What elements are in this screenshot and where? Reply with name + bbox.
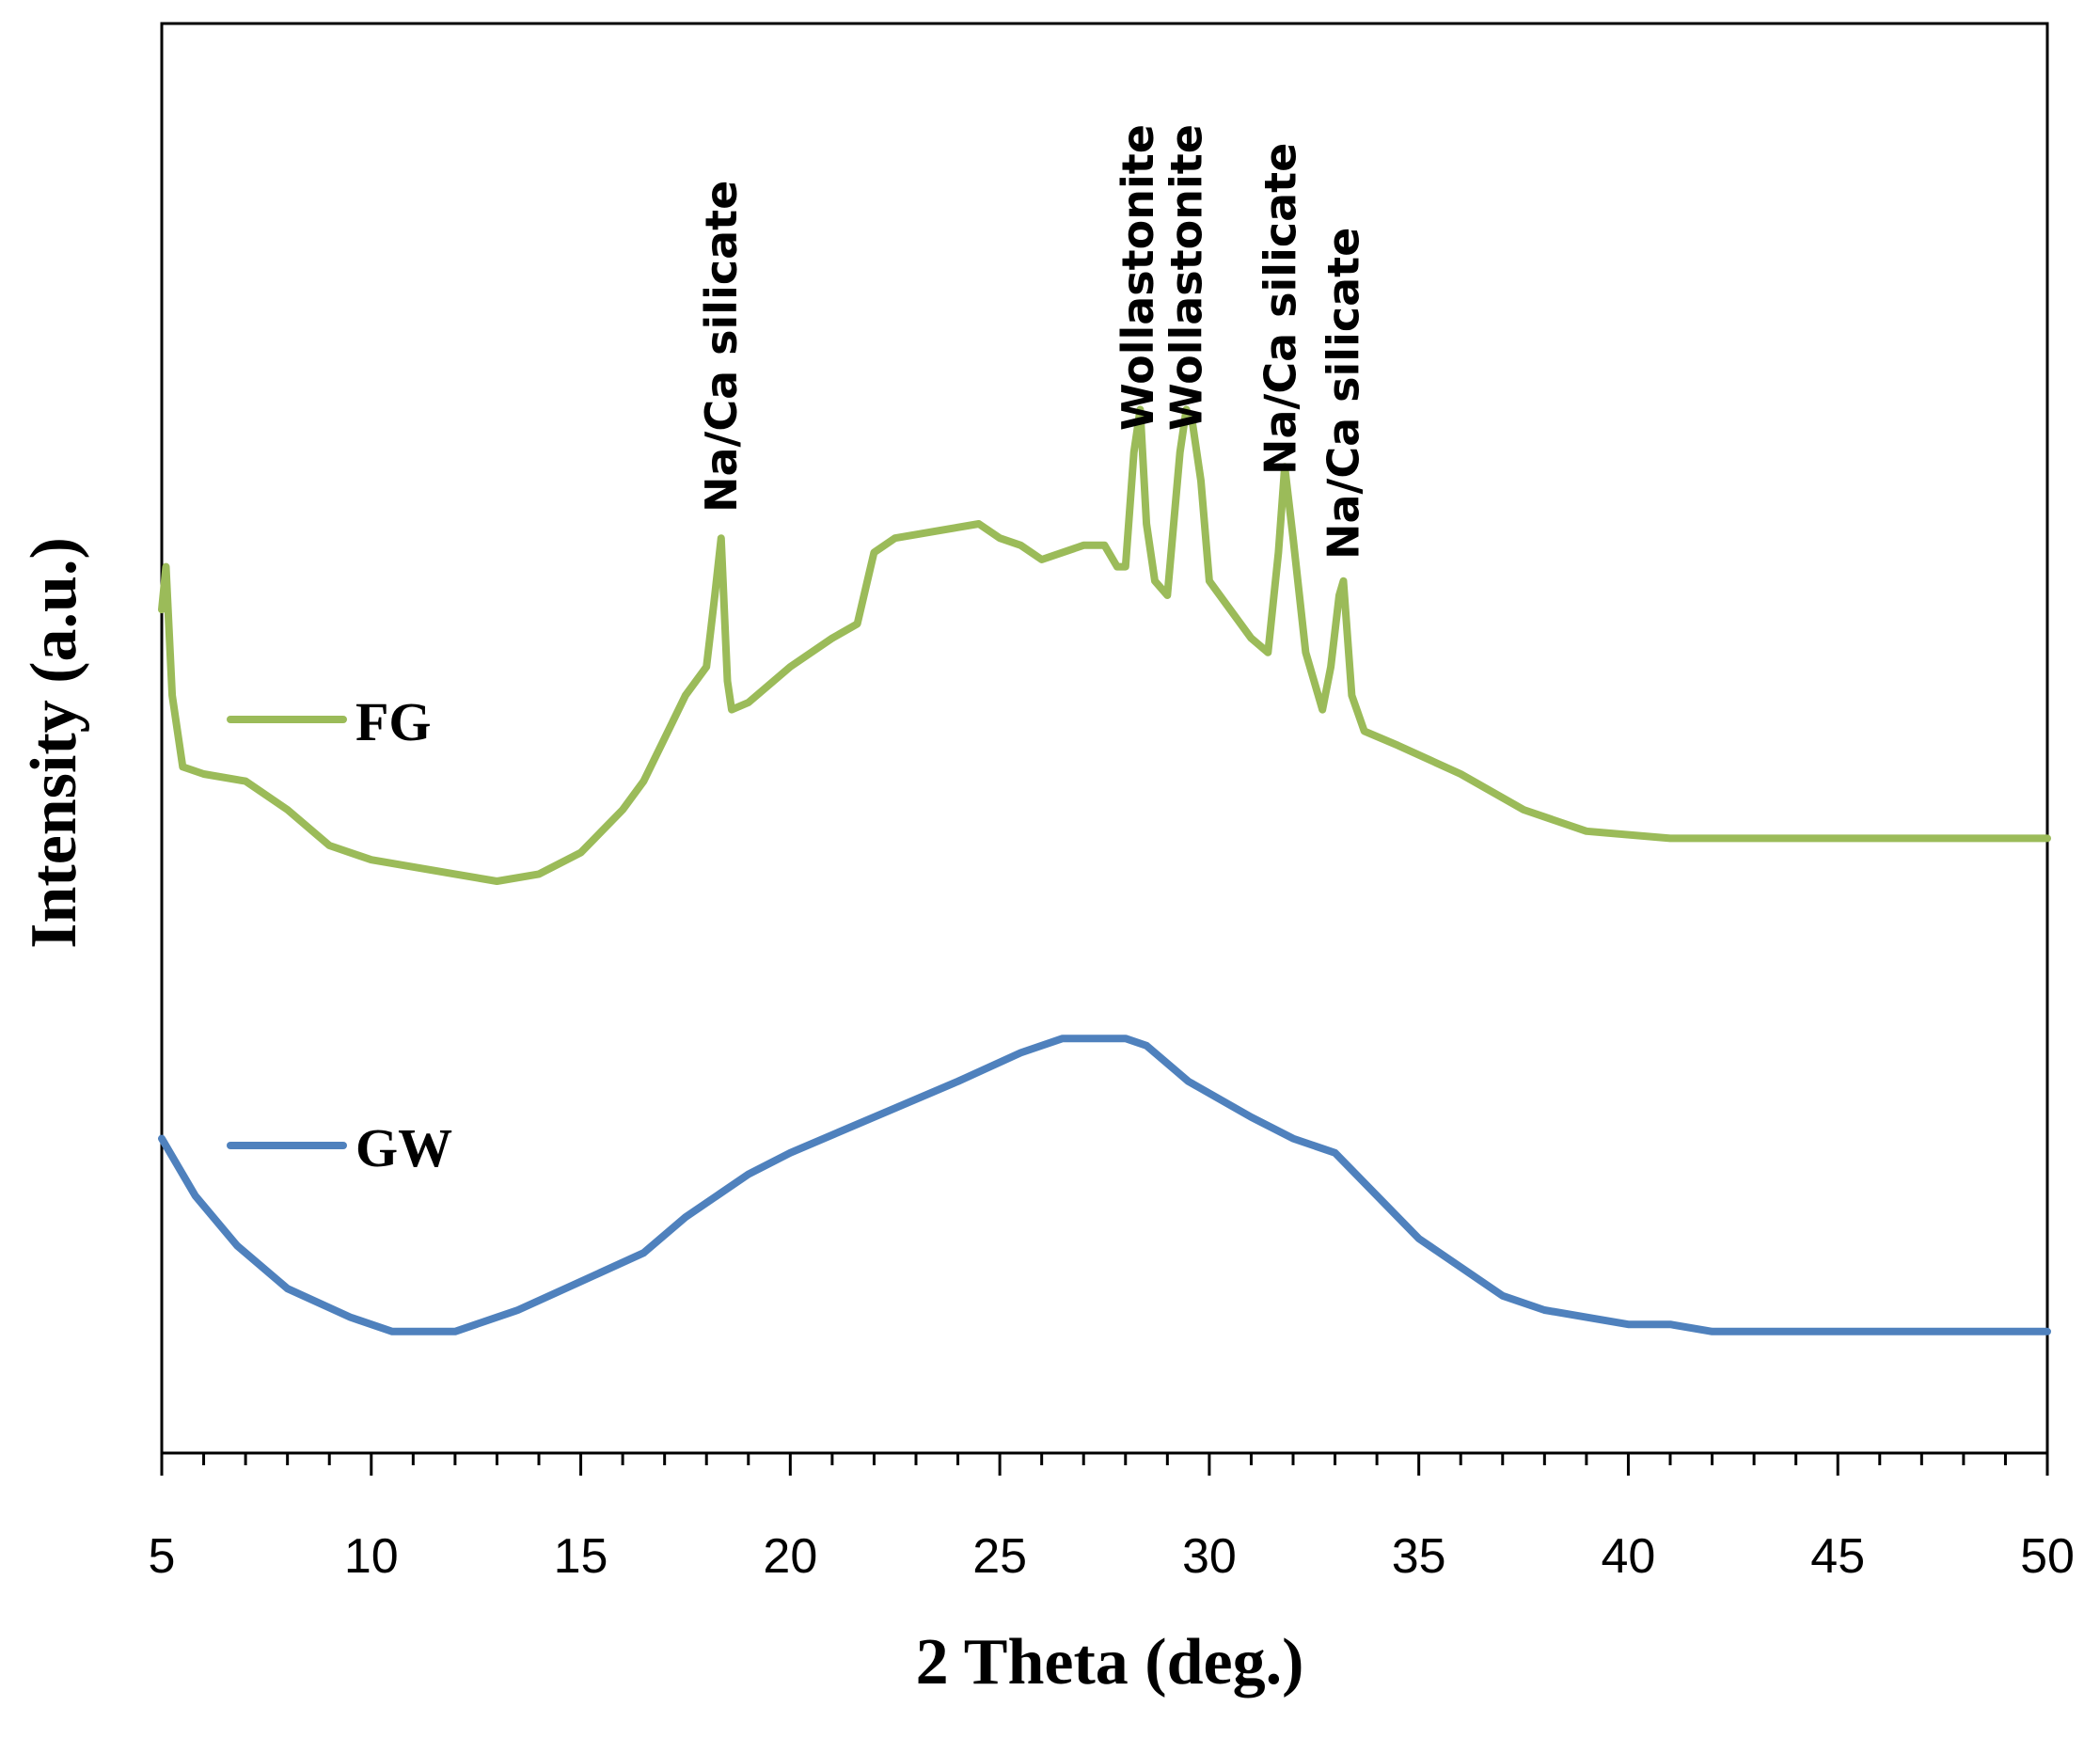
peak-annotation: Wollastonite [1161,124,1211,431]
x-axis-ticks [160,1453,2049,1476]
legend: FG GW [227,691,452,1178]
x-tick-label: 40 [1602,1529,1656,1584]
peak-annotation: Na/Ca silicate [696,181,747,513]
x-axis-tick-labels: 5 10 15 20 25 30 35 40 45 50 [149,1529,2075,1584]
series-layer [158,405,2051,1335]
x-tick-label: 45 [1810,1529,1865,1584]
x-tick-label: 5 [149,1529,176,1584]
x-tick-label: 50 [2020,1529,2075,1584]
x-tick-label: 20 [763,1529,817,1584]
peak-annotation: Na/Ca silicate [1255,143,1306,475]
plot-frame [160,22,2049,1455]
x-tick-label: 10 [344,1529,399,1584]
legend-label-fg: FG [355,691,432,752]
plot-border [160,22,2049,1455]
x-tick-label: 25 [972,1529,1027,1584]
series-line-gw [158,1035,2051,1335]
legend-label-gw: GW [355,1117,452,1178]
x-axis-title: 2 Theta (deg.) [916,1626,1304,1698]
peak-annotation: Wollastonite [1113,124,1163,431]
series-line-fg [158,405,2051,885]
peak-annotation: Na/Ca silicate [1318,228,1369,560]
x-tick-label: 35 [1392,1529,1446,1584]
y-axis-title: Intensity (a.u.) [18,537,90,949]
x-tick-label: 15 [554,1529,608,1584]
x-tick-label: 30 [1182,1529,1237,1584]
